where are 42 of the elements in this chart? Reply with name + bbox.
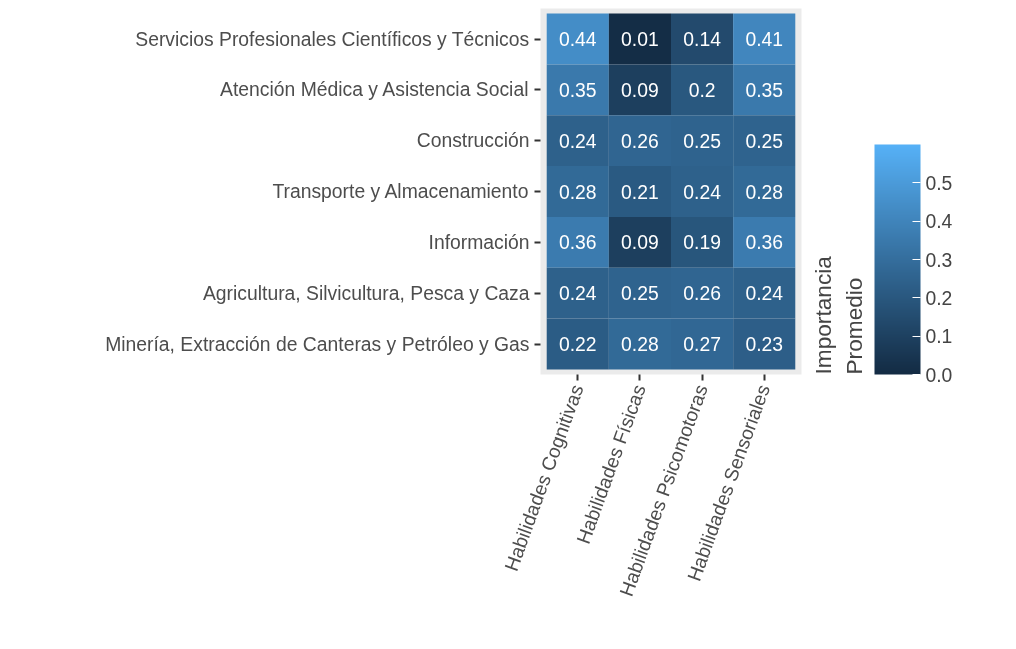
data-label: 0.24	[745, 283, 784, 305]
data-label: 0.01	[621, 29, 659, 50]
data-label: 0.36	[745, 232, 784, 254]
y-tick-label: Transporte y Almacenamiento	[272, 181, 529, 202]
color-bar-label: 0.5	[925, 172, 953, 194]
y-tick-label: Agricultura, Silvicultura, Pesca y Caza	[202, 282, 530, 304]
data-label: 0.25	[621, 283, 659, 305]
data-label: 0.2	[688, 79, 716, 101]
data-label: 0.44	[558, 29, 597, 50]
data-label: 0.25	[683, 130, 721, 152]
color-bar-label: 0.3	[925, 249, 953, 271]
color-bar-label: 0.0	[925, 364, 953, 386]
data-label: 0.21	[621, 181, 659, 203]
data-label: 0.26	[683, 283, 721, 305]
data-label: 0.14	[683, 29, 722, 50]
data-label: 0.36	[558, 232, 597, 254]
data-label: 0.09	[621, 232, 659, 254]
data-label: 0.09	[621, 79, 659, 101]
data-label: 0.28	[558, 181, 597, 203]
data-label: 0.22	[558, 334, 597, 355]
data-label: 0.41	[745, 29, 784, 50]
data-label: 0.23	[745, 334, 784, 355]
data-label: 0.24	[683, 181, 722, 203]
data-label: 0.35	[745, 79, 784, 101]
data-label: 0.24	[558, 130, 597, 152]
data-label: 0.25	[745, 130, 784, 152]
y-tick-label: Construcción	[416, 130, 530, 152]
data-label: 0.28	[745, 181, 784, 203]
y-tick-label: Atención Médica y Asistencia Social	[220, 79, 529, 101]
color-bar-title: Importancia Promedio	[810, 255, 868, 375]
data-label: 0.35	[558, 79, 597, 101]
y-tick-label: Servicios Profesionales Científicos y Técnicos	[135, 28, 530, 50]
data-label: 0.26	[621, 130, 659, 152]
data-label: 0.24	[558, 283, 597, 305]
color-bar-label: 0.4	[925, 211, 953, 233]
color-bar-label: 0.2	[925, 287, 953, 309]
data-label: 0.28	[621, 334, 659, 355]
data-label: 0.27	[683, 334, 721, 355]
y-tick-label: Información	[428, 231, 530, 253]
y-tick-label: Minería, Extracción de Canteras y Petróleo y Gas	[105, 333, 530, 355]
color-bar-label: 0.1	[925, 326, 953, 348]
data-label: 0.19	[683, 232, 721, 254]
